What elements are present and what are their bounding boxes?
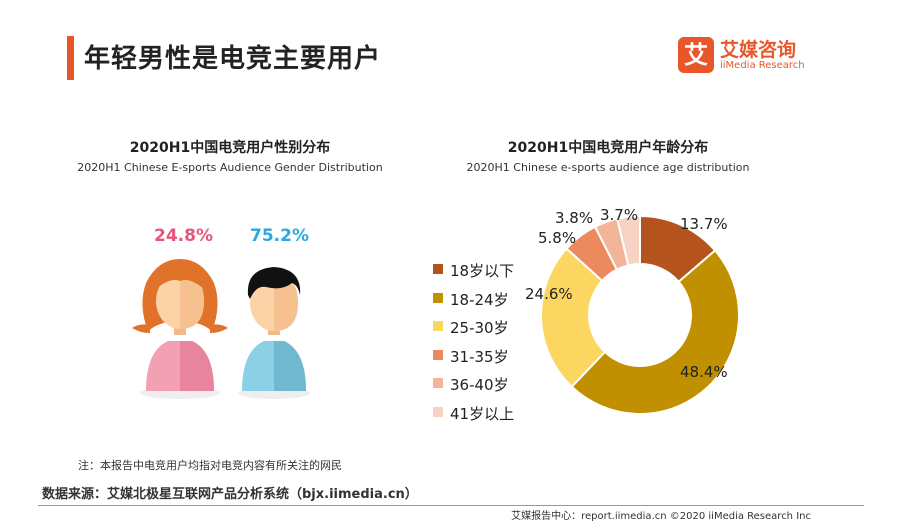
- donut-slice: [570, 249, 740, 415]
- male-figure-icon: [238, 267, 310, 399]
- gender-chart-title: 2020H1中国电竞用户性别分布: [129, 140, 331, 156]
- legend-swatch: [433, 406, 443, 417]
- donut-slice: [615, 214, 641, 267]
- logo-name-cn: 艾媒咨询: [720, 39, 797, 61]
- legend-label: 36-40岁: [450, 376, 509, 394]
- donut-data-label: 5.8%: [538, 229, 576, 247]
- logo-name-en: iiMedia Research: [720, 60, 805, 71]
- donut-data-label: 13.7%: [680, 215, 728, 233]
- legend-label: 31-35岁: [450, 347, 509, 366]
- footer-divider: [38, 505, 864, 506]
- legend-label: 25-30岁: [450, 319, 509, 337]
- female-percentage: 24.8%: [154, 226, 213, 246]
- female-figure-icon: [132, 259, 228, 399]
- donut-data-label: 48.4%: [680, 363, 728, 381]
- title-accent-bar: [67, 36, 74, 80]
- legend-label: 18岁以下: [450, 262, 515, 280]
- gender-chart-subtitle: 2020H1 Chinese E-sports Audience Gender …: [77, 161, 383, 174]
- footer-credit: 艾媒报告中心：report.iimedia.cn ©2020 iiMedia R…: [511, 511, 811, 522]
- age-chart-subtitle: 2020H1 Chinese e-sports audience age dis…: [466, 161, 750, 174]
- gender-figures: [132, 259, 310, 399]
- legend-swatch: [433, 264, 443, 274]
- iimedia-logo: 艾 艾媒咨询 iiMedia Research: [678, 37, 808, 77]
- logo-mark: 艾: [678, 37, 714, 73]
- page-title: 年轻男性是电竞主要用户: [84, 44, 382, 74]
- legend-label: 18-24岁: [450, 290, 509, 309]
- donut-data-label: 24.6%: [525, 285, 573, 303]
- legend-swatch: [433, 292, 443, 303]
- legend-swatch: [433, 321, 443, 331]
- footnote: 注：本报告中电竞用户均指对电竞内容有所关注的网民: [78, 459, 342, 472]
- legend-swatch: [433, 378, 443, 388]
- male-percentage: 75.2%: [250, 226, 309, 246]
- donut-data-label: 3.7%: [600, 206, 638, 224]
- data-source: 数据来源：艾媒北极星互联网产品分析系统（bjx.iimedia.cn）: [42, 487, 418, 502]
- age-chart-title: 2020H1中国电竞用户年龄分布: [507, 140, 709, 156]
- legend-label: 41岁以上: [450, 404, 515, 423]
- legend-swatch: [433, 349, 443, 360]
- age-donut-chart: 13.7% 48.4% 24.6% 5.8% 3.8% 3.7%: [525, 206, 740, 415]
- donut-slice: [540, 247, 607, 389]
- donut-data-label: 3.8%: [555, 209, 593, 227]
